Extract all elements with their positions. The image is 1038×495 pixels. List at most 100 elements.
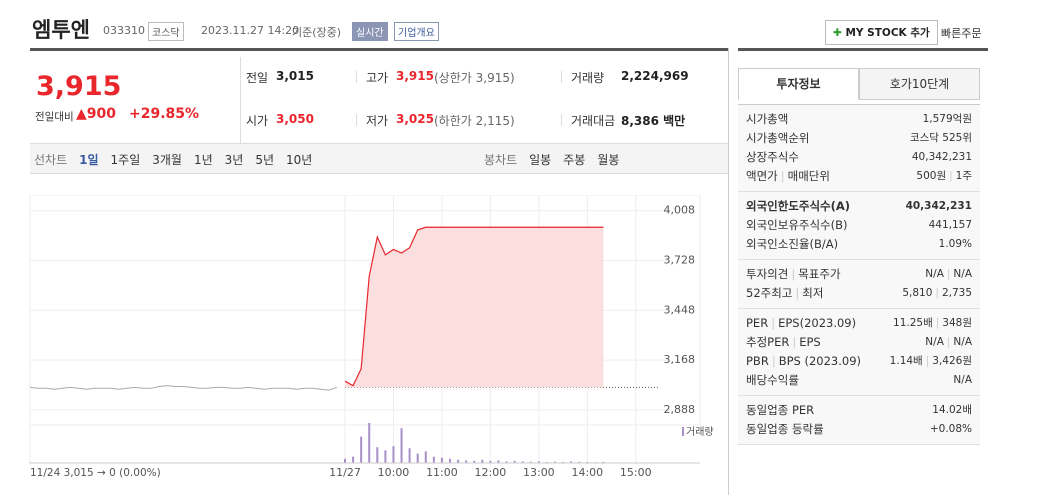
info-row: 시가총액순위 코스닥 525위	[746, 129, 972, 148]
volume-bar	[416, 453, 419, 463]
stock-code: 033310	[103, 24, 145, 37]
separator: |	[771, 316, 776, 330]
label-part: 외국인소진율(B/A)	[746, 237, 839, 251]
panel-groups: 시가총액 1,579억원 시가총액순위 코스닥 525위 상장주식수 40,342,231…	[738, 104, 980, 445]
info-label: 배당수익률	[746, 371, 799, 390]
separator: |	[946, 268, 951, 280]
candle-tabs: 봉차트 일봉 주봉 월봉	[484, 151, 631, 168]
volume-bar	[376, 447, 379, 463]
divider	[240, 57, 241, 143]
panel-tab[interactable]: 호가10단계	[859, 68, 980, 100]
company-info[interactable]: 기업개요	[394, 22, 439, 41]
mystock-button[interactable]: ✚ MY STOCK 추가	[825, 20, 938, 45]
info-row: 동일업종 PER 14.02배	[746, 401, 972, 420]
x-tick-label: 14:00	[571, 466, 603, 479]
period-tab[interactable]: 월봉	[597, 153, 620, 167]
info-label: PER | EPS(2023.09)	[746, 314, 856, 333]
quote-label: 거래량	[571, 71, 605, 85]
info-row: 52주최고 | 최저 5,810 | 2,735	[746, 284, 972, 303]
info-row: 추정PER | EPS N/A | N/A	[746, 333, 972, 352]
label-part: BPS (2023.09)	[778, 354, 862, 368]
badge: 실시간	[352, 22, 388, 41]
info-value: 40,342,231	[912, 148, 972, 167]
volume-bar	[400, 428, 403, 463]
period-tab[interactable]: 5년	[255, 153, 275, 167]
info-label: 액면가 | 매매단위	[746, 167, 830, 186]
period-tab[interactable]: 3년	[224, 153, 244, 167]
quote: 3,915 전일대비 ▲900 +29.85% 전일 3,015 고가 3,915 (상…	[30, 57, 728, 144]
quote-value: 3,050	[276, 112, 314, 126]
datetime: 2023.11.27 14:20	[201, 24, 300, 37]
quote-label: 저가	[366, 114, 389, 128]
volume-bar	[570, 461, 573, 463]
value-part: 1.14배	[889, 355, 923, 367]
chart-tabs: 선차트 1일 1주일 3개월 1년 3년 5년 10년 봉차트 일봉 주봉 월봉	[30, 143, 728, 174]
separator: |	[949, 170, 953, 182]
x-tick-label: 10:00	[378, 466, 410, 479]
volume-bar	[505, 461, 508, 463]
value-part: 500원	[916, 170, 947, 182]
area	[345, 227, 604, 388]
info-group: PER | EPS(2023.09) 11.25배 | 348원 추정PER | EPS N/A |…	[738, 309, 980, 396]
info-value: N/A	[953, 371, 972, 390]
info-value: 441,157	[929, 216, 972, 235]
quote-value: 2,224,969	[621, 69, 689, 83]
info-value: 1,579억원	[923, 110, 972, 129]
volume-bar	[465, 460, 468, 463]
line-tabs: 선차트 1일 1주일 3개월 1년 3년 5년 10년	[34, 151, 324, 168]
volume-bar	[432, 456, 435, 463]
value-part: N/A	[953, 268, 972, 280]
info-label: 투자의견 | 목표주가	[746, 265, 841, 284]
info-label: 시가총액순위	[746, 129, 809, 148]
y-tick-label: 2,888	[664, 403, 696, 416]
footer: 11/24 3,015 → 0 (0.00%)	[30, 467, 161, 479]
period-tab[interactable]: 1년	[193, 153, 213, 167]
value-part: 5,810	[902, 287, 933, 299]
period-tab[interactable]: 일봉	[529, 153, 552, 167]
value-part: 441,157	[928, 219, 972, 231]
label-part: 배당수익률	[746, 373, 799, 387]
market: 코스닥	[148, 22, 184, 41]
volume-bar	[368, 423, 371, 463]
info-group: 투자의견 | 목표주가 N/A | N/A 52주최고 | 최저 5,810 | 2,735	[738, 260, 980, 309]
info-row: 액면가 | 매매단위 500원 | 1주	[746, 167, 972, 186]
volume-bar	[440, 457, 443, 463]
value-part: 14.02배	[932, 404, 972, 416]
period-tab[interactable]: 주봉	[563, 153, 586, 167]
quote-label: 전일	[246, 71, 269, 85]
x-tick-label: 15:00	[620, 466, 652, 479]
chart: 4,0083,7283,4483,1682,88811/2411/2710:00…	[29, 195, 714, 479]
y-tick-label: 3,168	[664, 353, 696, 366]
volume-bar	[344, 458, 346, 463]
divider	[561, 71, 562, 83]
info-row: 시가총액 1,579억원	[746, 110, 972, 129]
quick-order[interactable]: 빠른주문	[941, 27, 982, 40]
quote-label: 거래대금	[571, 114, 616, 128]
value-part: 1.09%	[938, 238, 972, 250]
volume-bar	[360, 436, 363, 463]
label-part: 52주최고	[746, 286, 793, 300]
quote-label: 고가	[366, 71, 389, 85]
period-tab[interactable]: 3개월	[152, 153, 182, 167]
period-tab[interactable]: 10년	[286, 153, 313, 167]
volume-bar	[424, 451, 427, 463]
separator: |	[946, 336, 951, 348]
label-part: PER	[746, 316, 769, 330]
volume-bar	[529, 461, 532, 463]
label-part: EPS	[799, 335, 821, 349]
y-tick-label: 3,448	[664, 303, 696, 316]
volume-bar	[537, 461, 540, 463]
legend-swatch	[682, 427, 684, 436]
separator: |	[935, 317, 940, 329]
panel-tab[interactable]: 투자정보	[738, 68, 859, 100]
separator: |	[792, 335, 797, 349]
separator: |	[780, 169, 785, 183]
quote-value: 3,915	[396, 69, 434, 83]
volume-bar	[602, 461, 605, 463]
volume-bar	[497, 460, 500, 463]
period-tab[interactable]: 1일	[79, 153, 99, 167]
period-tab[interactable]: 1주일	[110, 153, 141, 167]
header-right: ✚ MY STOCK 추가 빠른주문	[738, 0, 988, 51]
quote-note: (상한가 3,915)	[434, 71, 515, 85]
label-part: 액면가	[746, 169, 778, 183]
